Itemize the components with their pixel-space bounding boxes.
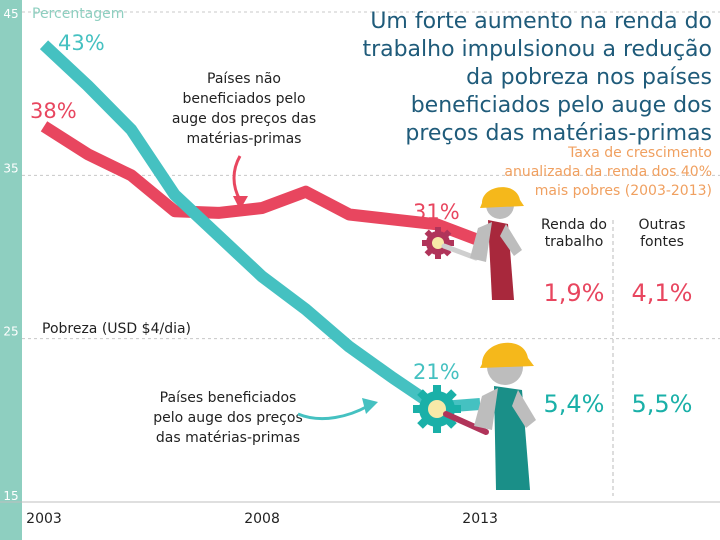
annotation-line: pelo auge dos preços — [153, 410, 303, 426]
table-cell: 5,4% — [544, 390, 605, 418]
subtitle-line: Taxa de crescimento — [567, 145, 712, 161]
x-tick-label: 2013 — [462, 511, 498, 527]
annotation-arrow-beneficiaries — [297, 404, 369, 421]
data-label-non-beneficiaries-end: 31% — [413, 200, 460, 224]
annotation-beneficiaries: Países beneficiados pelo auge dos preços… — [153, 390, 303, 446]
y-axis-band — [0, 0, 22, 540]
annotation-line: das matérias-primas — [156, 430, 300, 446]
table-values: 1,9% 4,1% 5,4% 5,5% — [544, 279, 693, 418]
title-line: Um forte aumento na renda do — [370, 9, 712, 34]
x-tick-label: 2003 — [26, 511, 62, 527]
annotation-line: Países beneficiados — [160, 390, 297, 406]
subtitle-line: anualizada da renda dos 40% — [504, 164, 712, 180]
y-tick-label: 15 — [3, 489, 18, 503]
table-cell: 1,9% — [544, 279, 605, 307]
y-tick-label: 25 — [3, 325, 18, 339]
table-headers: Renda do trabalho Outras fontes — [541, 217, 685, 250]
worker-red-icon — [422, 187, 524, 300]
y-tick-label: 35 — [3, 161, 18, 175]
table-cell: 4,1% — [632, 279, 693, 307]
table-header-labor-income: Renda do — [541, 217, 607, 233]
chart-subtitle: Taxa de crescimento anualizada da renda … — [504, 145, 712, 199]
arrow-head-icon — [233, 196, 248, 210]
series-line-non-beneficiaries — [40, 121, 483, 247]
reference-line-label: Pobreza (USD $4/dia) — [42, 321, 191, 337]
annotation-line: Países não — [207, 71, 281, 87]
annotation-line: beneficiados pelo — [182, 91, 305, 107]
annotation-line: auge dos preços das — [172, 111, 316, 127]
arrow-head-icon — [362, 398, 378, 414]
table-header-other-sources: Outras — [638, 217, 685, 233]
annotation-arrow-non-beneficiaries — [232, 155, 242, 201]
data-label-beneficiaries-end: 21% — [413, 360, 460, 384]
title-line: trabalho impulsionou a redução — [362, 37, 712, 62]
table-header-labor-income: trabalho — [545, 234, 604, 250]
title-line: da pobreza nos países — [466, 65, 712, 90]
x-tick-label: 2008 — [244, 511, 280, 527]
table-cell: 5,5% — [632, 390, 693, 418]
annotation-line: matérias-primas — [187, 131, 302, 147]
y-tick-label: 45 — [3, 7, 18, 21]
title-line: preços das matérias-primas — [405, 121, 712, 146]
annotation-non-beneficiaries: Países não beneficiados pelo auge dos pr… — [172, 71, 316, 147]
series-line-beneficiaries — [39, 40, 481, 414]
worker-teal-icon — [413, 342, 536, 490]
data-label-beneficiaries-start: 43% — [58, 31, 105, 55]
x-tick-labels: 2003 2008 2013 — [26, 511, 498, 527]
y-tick-labels: 45 35 25 15 — [3, 7, 18, 503]
table-header-other-sources: fontes — [640, 234, 684, 250]
y-axis-label: Percentagem — [32, 6, 124, 22]
data-label-non-beneficiaries-start: 38% — [30, 99, 77, 123]
title-line: beneficiados pelo auge dos — [411, 93, 712, 118]
subtitle-line: mais pobres (2003-2013) — [535, 183, 712, 199]
chart-title: Um forte aumento na renda do trabalho im… — [362, 9, 712, 146]
